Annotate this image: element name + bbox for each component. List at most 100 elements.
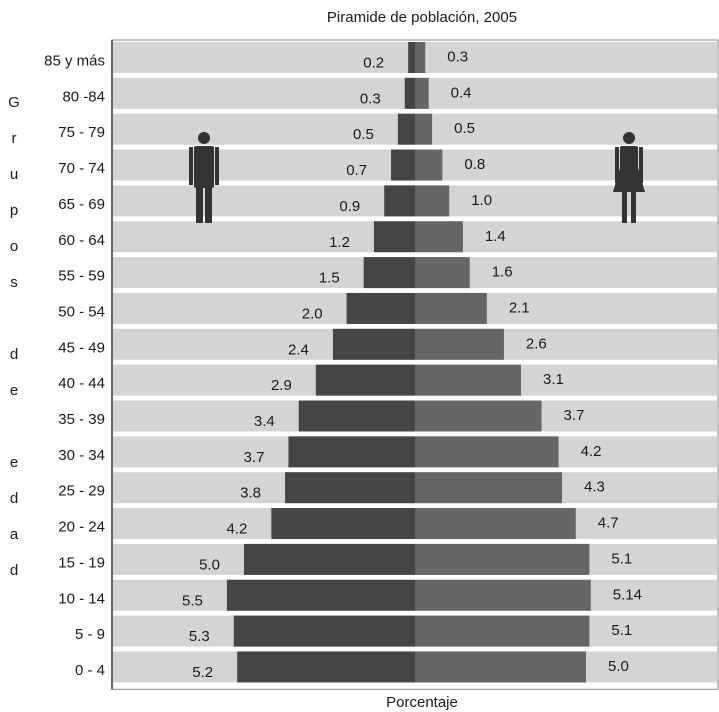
data-label-left: 0.2 — [363, 55, 384, 72]
bar-right — [415, 113, 433, 145]
bar-left — [271, 508, 415, 540]
y-tick-label: 30 - 34 — [58, 447, 105, 464]
y-tick-label: 25 - 29 — [58, 483, 105, 500]
bar-right — [415, 472, 563, 504]
bar-right — [415, 185, 450, 217]
y-tick-label: 80 -84 — [62, 88, 105, 105]
y-axis-title-char: a — [10, 526, 19, 543]
chart-title: Piramide de población, 2005 — [327, 9, 517, 26]
data-label-right: 4.7 — [598, 515, 619, 532]
bar-right — [415, 292, 487, 324]
data-label-left: 5.5 — [182, 592, 203, 609]
data-label-left: 0.3 — [360, 90, 381, 107]
y-tick-label: 20 - 24 — [58, 519, 105, 536]
y-tick-label: 0 - 4 — [75, 662, 105, 679]
y-axis-title-char: G — [8, 94, 20, 111]
y-tick-label: 70 - 74 — [58, 160, 105, 177]
data-label-right: 5.0 — [608, 658, 629, 675]
y-tick-label: 10 - 14 — [58, 590, 105, 607]
bar-left — [384, 185, 415, 217]
data-label-right: 4.2 — [581, 443, 602, 460]
y-axis-title-char: u — [10, 166, 18, 183]
bar-left — [226, 579, 415, 611]
data-label-right: 4.3 — [584, 479, 605, 496]
data-label-left: 3.7 — [244, 449, 265, 466]
y-tick-label: 40 - 44 — [58, 375, 105, 392]
y-axis-title-char: d — [10, 346, 18, 363]
data-label-left: 2.4 — [288, 341, 309, 358]
y-axis-title-char: d — [10, 562, 18, 579]
bar-left — [233, 615, 415, 647]
y-axis-title: Gr u p o s d e e d a d — [8, 94, 20, 579]
bar-left — [288, 436, 415, 468]
data-label-right: 1.4 — [485, 228, 506, 245]
bar-right — [415, 364, 522, 396]
y-axis-title-char: s — [10, 274, 18, 291]
bar-right — [415, 436, 559, 468]
y-axis-title-char: d — [10, 490, 18, 507]
y-tick-label: 55 - 59 — [58, 268, 105, 285]
male-figure-icon — [189, 132, 219, 223]
bar-right — [415, 579, 591, 611]
bar-right — [415, 400, 542, 432]
data-label-right: 2.1 — [509, 299, 530, 316]
y-axis-title-char: o — [10, 238, 18, 255]
bar-right — [415, 543, 590, 575]
bar-right — [415, 77, 429, 109]
bar-right — [415, 257, 470, 289]
bar-left — [373, 221, 415, 253]
y-tick-label: 60 - 64 — [58, 232, 105, 249]
data-label-left: 2.9 — [271, 377, 292, 394]
y-axis-title-char: e — [10, 454, 18, 471]
bar-left — [285, 472, 415, 504]
y-tick-label: 15 - 19 — [58, 554, 105, 571]
data-label-left: 0.9 — [339, 198, 360, 215]
data-label-left: 0.7 — [346, 162, 367, 179]
icons — [189, 132, 645, 223]
data-label-right: 0.5 — [454, 120, 475, 137]
data-label-right: 1.0 — [471, 192, 492, 209]
data-label-right: 2.6 — [526, 335, 547, 352]
bar-left — [363, 257, 415, 289]
bar-right — [415, 651, 586, 683]
y-tick-label: 50 - 54 — [58, 303, 105, 320]
data-label-left: 3.8 — [240, 485, 261, 502]
data-label-left: 1.2 — [329, 234, 350, 251]
bar-right — [415, 42, 426, 73]
female-figure-icon — [613, 132, 645, 223]
bar-left — [397, 113, 415, 145]
data-label-right: 0.3 — [447, 49, 468, 66]
bar-right — [415, 328, 504, 360]
y-tick-label: 35 - 39 — [58, 411, 105, 428]
data-label-left: 5.0 — [199, 556, 220, 573]
x-axis-title: Porcentaje — [386, 694, 458, 711]
bar-right — [415, 508, 576, 540]
bar-right — [415, 149, 443, 181]
data-label-left: 4.2 — [227, 521, 248, 538]
y-tick-label: 85 y más — [44, 53, 105, 70]
data-label-right: 0.4 — [451, 84, 472, 101]
data-label-right: 3.1 — [543, 371, 564, 388]
bar-left — [332, 328, 415, 360]
bar-left — [315, 364, 415, 396]
data-label-left: 1.5 — [319, 270, 340, 287]
data-label-left: 5.2 — [192, 664, 213, 681]
data-label-left: 5.3 — [189, 628, 210, 645]
data-label-right: 5.14 — [613, 586, 642, 603]
bar-left — [408, 42, 415, 73]
y-axis-title-char: p — [10, 202, 18, 219]
y-axis-title-char: e — [10, 382, 18, 399]
bar-right — [415, 615, 590, 647]
data-label-right: 0.8 — [464, 156, 485, 173]
data-label-right: 3.7 — [564, 407, 585, 424]
bar-left — [346, 292, 415, 324]
bar-left — [298, 400, 415, 432]
y-tick-label: 5 - 9 — [75, 626, 105, 643]
bar-left — [391, 149, 415, 181]
data-label-right: 5.1 — [611, 550, 632, 567]
bar-left — [244, 543, 415, 575]
bar-left — [404, 77, 415, 109]
data-label-left: 3.4 — [254, 413, 275, 430]
plot-area: 0.2 0.3 85 y más 0.3 0.4 80 -84 0.5 0.5 75 - 79 0… — [44, 39, 719, 690]
